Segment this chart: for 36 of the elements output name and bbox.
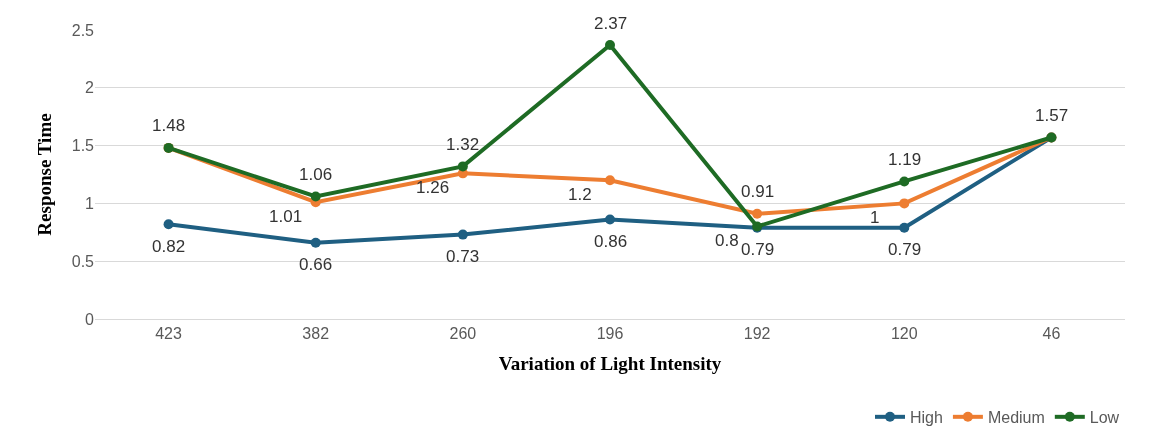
y-tick-label: 2 [85,79,95,97]
y-tick-label: 2.5 [71,21,95,39]
data-label: 1.32 [446,135,480,154]
data-label: 0.8 [715,231,739,250]
data-label: 0.91 [741,182,775,201]
data-label: 0.79 [888,240,922,259]
data-label: 0.73 [446,247,480,266]
y-tick-label: 0.5 [71,252,95,270]
legend-label: High [910,409,943,427]
y-tick-label: 0 [85,310,95,328]
data-label: 2.37 [594,14,628,33]
x-tick-label: 196 [596,325,624,343]
x-tick-label: 120 [890,325,918,343]
data-label: 0.86 [594,232,628,251]
x-axis-title: Variation of Light Intensity [498,353,722,374]
data-label: 0.82 [152,237,186,256]
y-tick-label: 1 [85,195,95,212]
data-label: 1.48 [152,116,186,135]
x-tick-label: 423 [155,325,183,343]
x-tick-label: 192 [743,325,771,343]
data-label: 1.19 [888,150,922,169]
data-label: 1 [870,208,880,227]
data-label: 1.06 [299,165,333,184]
y-axis-title: Response Time [33,113,55,236]
legend-label: Low [1089,409,1120,427]
x-tick-label: 382 [302,325,330,343]
data-label: 0.66 [299,255,333,274]
data-label: 1.57 [1035,106,1069,125]
data-label: 1.2 [568,185,592,204]
data-label: 1.26 [416,178,450,197]
legend-label: Medium [987,409,1045,427]
data-label: 0.79 [741,240,775,259]
x-tick-label: 260 [449,325,477,343]
y-tick-label: 1.5 [71,137,95,155]
data-label: 1.01 [269,207,303,226]
x-tick-label: 46 [1042,325,1061,343]
